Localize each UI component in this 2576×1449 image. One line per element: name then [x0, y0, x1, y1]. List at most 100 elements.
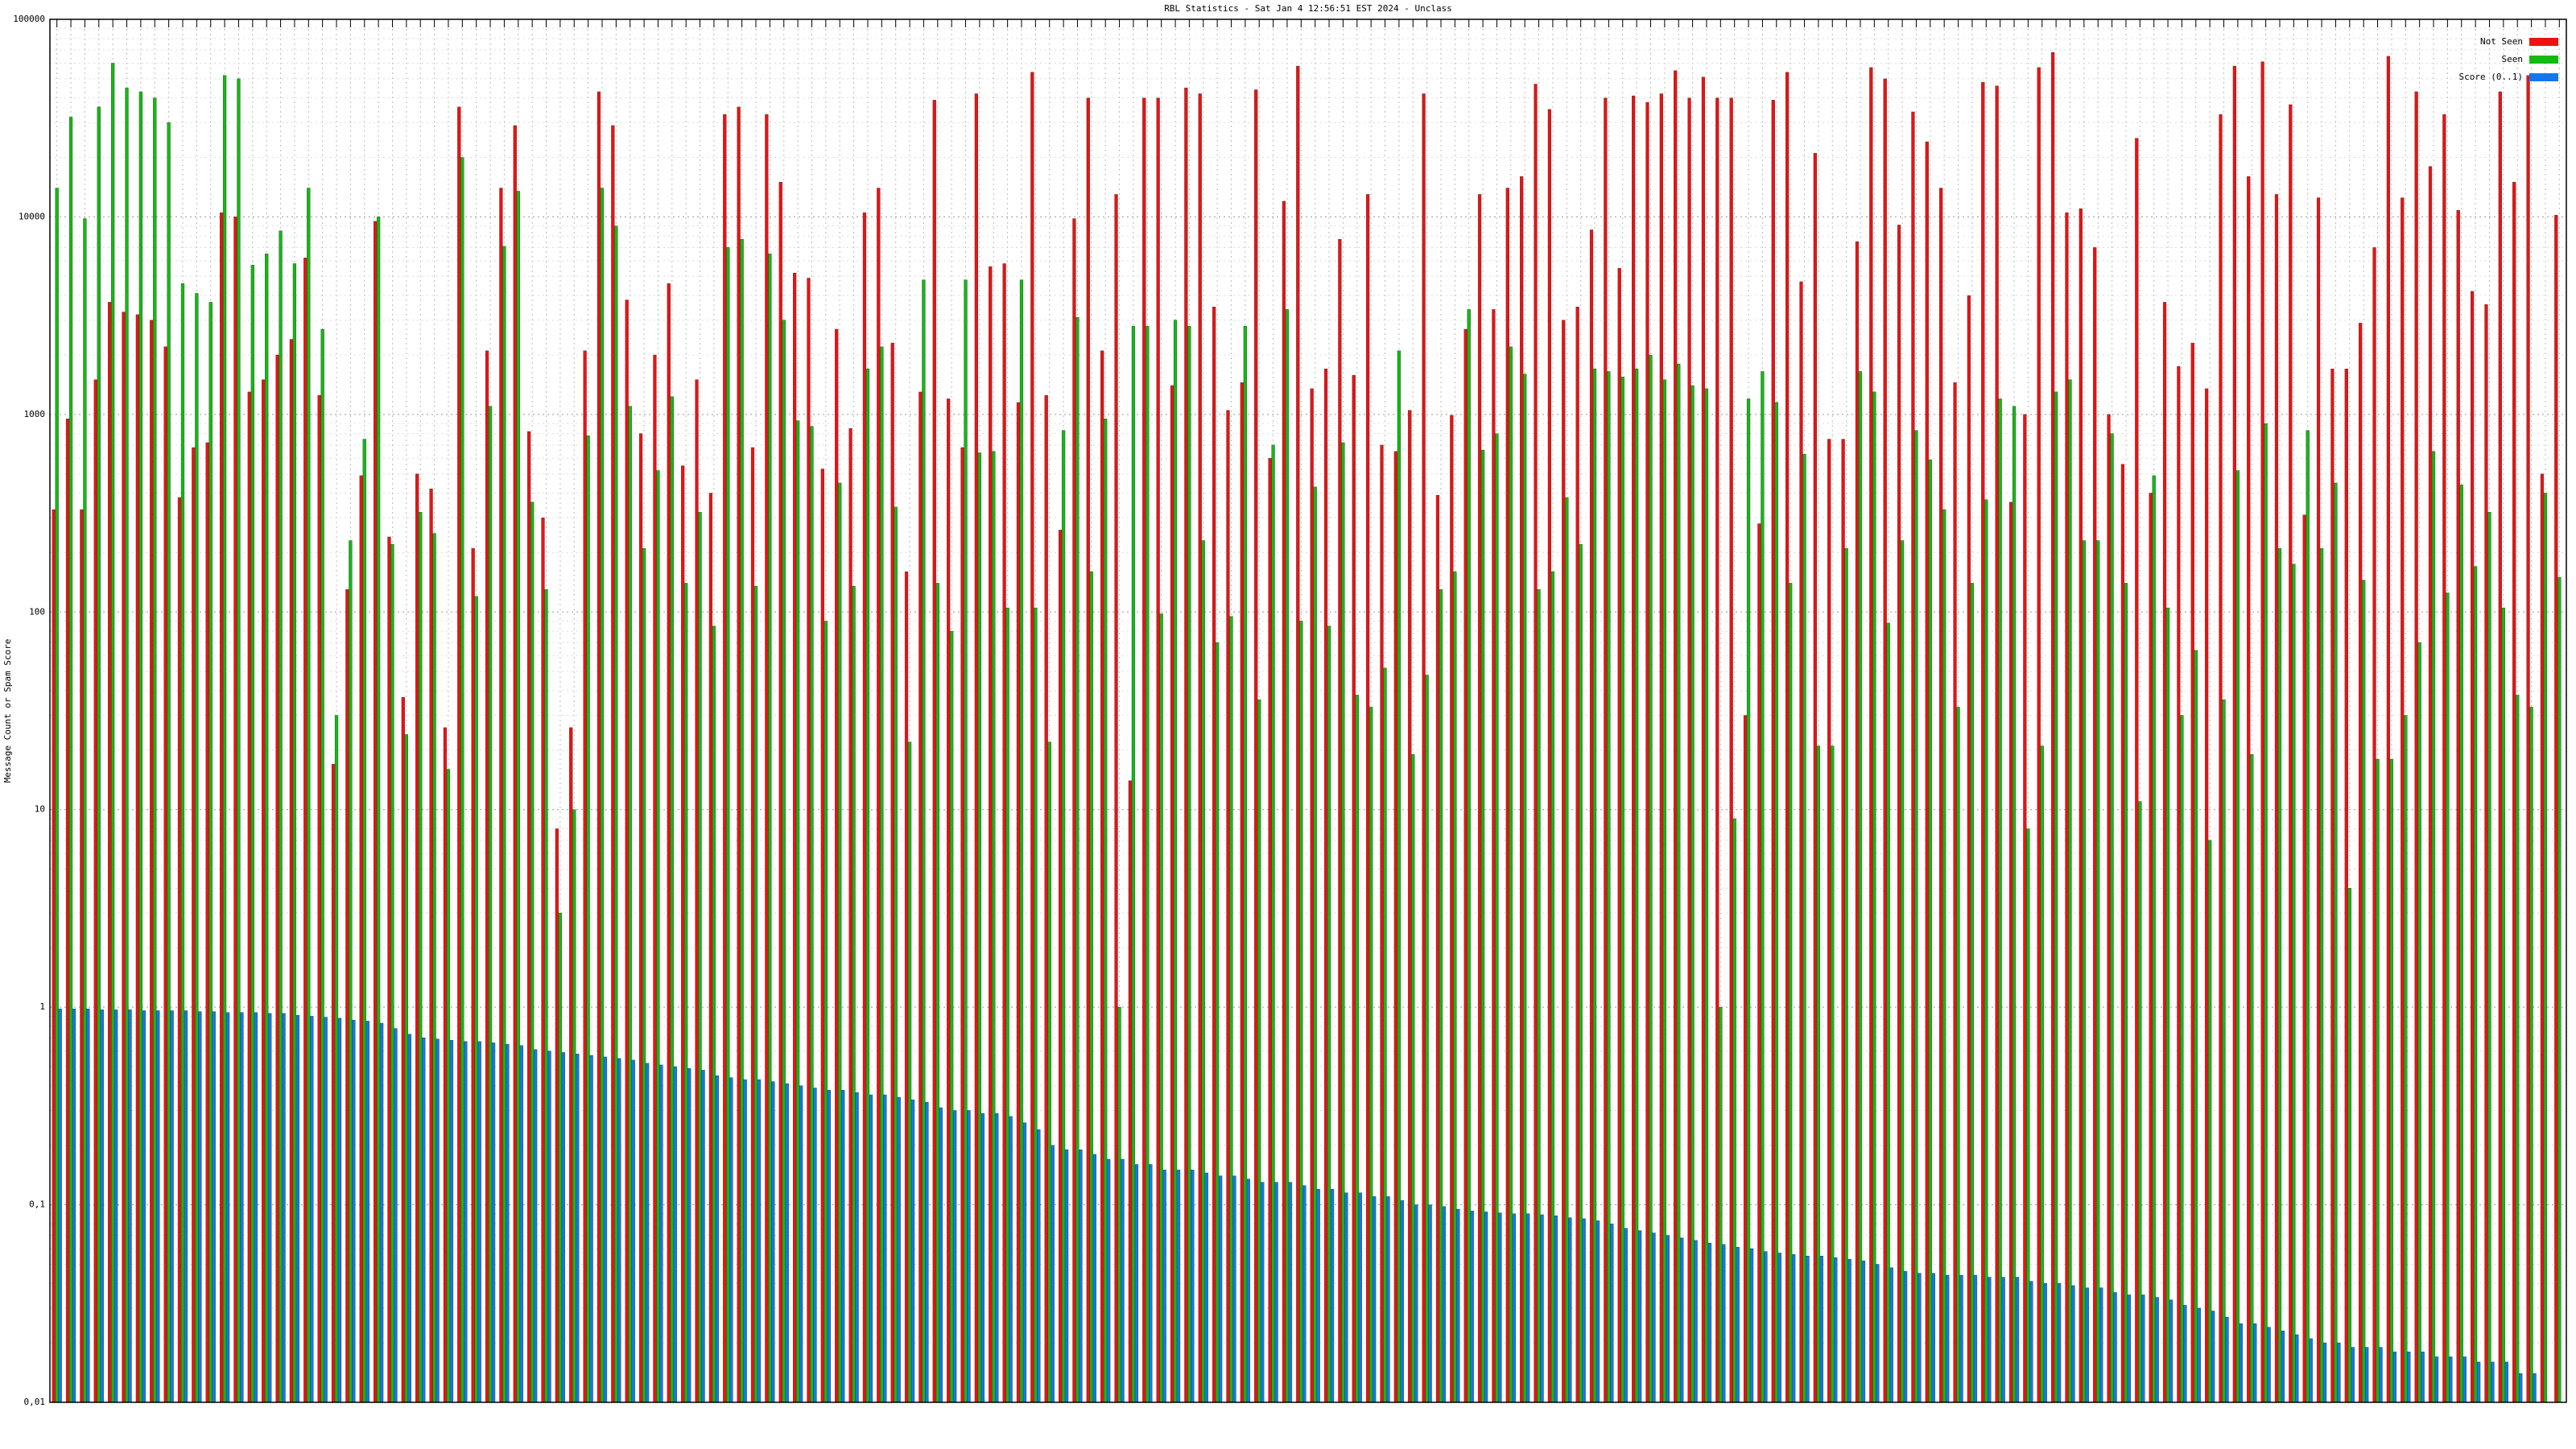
- bar: [1582, 1218, 1586, 1403]
- bar: [1911, 111, 1915, 1403]
- bar: [645, 1063, 650, 1403]
- bar: [1540, 1214, 1544, 1403]
- bar: [1425, 675, 1429, 1403]
- bar: [1819, 1256, 1824, 1403]
- bar: [93, 379, 97, 1403]
- legend-swatch: [2529, 73, 2558, 81]
- bar: [708, 493, 713, 1403]
- bar: [2365, 1347, 2369, 1403]
- bar: [275, 354, 279, 1403]
- bar: [753, 586, 758, 1403]
- bar: [841, 1090, 845, 1403]
- bar: [2235, 470, 2240, 1403]
- bar: [1498, 1212, 1502, 1403]
- bar: [1998, 398, 2002, 1403]
- bar: [2239, 1323, 2244, 1403]
- bar: [670, 396, 674, 1403]
- bar: [695, 379, 699, 1403]
- bar: [1134, 1164, 1139, 1403]
- bar: [625, 299, 629, 1403]
- bar: [377, 217, 381, 1403]
- bar: [1981, 82, 1985, 1403]
- bar: [387, 536, 391, 1403]
- bar: [835, 328, 839, 1403]
- bar: [2533, 1373, 2537, 1403]
- bar: [307, 188, 311, 1403]
- bar: [180, 283, 185, 1403]
- bar: [163, 346, 167, 1403]
- bar: [2306, 430, 2310, 1403]
- bar: [1107, 1158, 1111, 1403]
- bar: [1477, 194, 1482, 1403]
- bar: [1931, 1273, 1935, 1403]
- bar: [1568, 1217, 1572, 1403]
- bar: [2277, 548, 2282, 1403]
- bar: [212, 1011, 216, 1403]
- bar: [1187, 325, 1191, 1403]
- bar: [547, 1051, 551, 1403]
- bar: [1914, 430, 1918, 1403]
- bar: [2501, 607, 2505, 1403]
- bar: [247, 391, 251, 1403]
- bar: [268, 1013, 272, 1403]
- bar: [778, 182, 782, 1403]
- bar: [659, 1064, 663, 1403]
- bar: [429, 489, 433, 1403]
- bar: [334, 715, 339, 1403]
- bar: [1170, 385, 1174, 1403]
- bar: [967, 1110, 971, 1403]
- bar: [114, 1009, 118, 1403]
- bar: [1079, 1149, 1083, 1403]
- bar: [890, 342, 894, 1403]
- bar: [2456, 210, 2460, 1403]
- bar: [2082, 540, 2086, 1403]
- bar: [1701, 76, 1706, 1403]
- bar: [1212, 307, 1216, 1403]
- bar: [653, 354, 657, 1403]
- bar: [1674, 70, 1678, 1403]
- bar: [2225, 1316, 2229, 1403]
- bar: [380, 1022, 384, 1403]
- bar: [2149, 493, 2153, 1403]
- bar: [715, 1075, 720, 1403]
- bar: [2110, 433, 2114, 1403]
- bar: [2141, 1294, 2145, 1403]
- bar: [1953, 382, 1957, 1403]
- bar: [1858, 371, 1863, 1403]
- bar: [2127, 1294, 2132, 1403]
- bar: [1645, 101, 1649, 1403]
- bar: [555, 828, 559, 1403]
- bar: [2322, 1342, 2327, 1403]
- bar: [2295, 1334, 2299, 1403]
- bar: [1617, 267, 1621, 1403]
- bar: [2012, 406, 2017, 1403]
- bar: [586, 436, 590, 1403]
- bar: [2267, 1327, 2271, 1403]
- bar: [1704, 388, 1709, 1403]
- bar: [782, 320, 786, 1403]
- bar: [2309, 1338, 2313, 1403]
- bar: [1509, 346, 1513, 1403]
- bar: [2085, 1287, 2089, 1403]
- bar: [1114, 194, 1118, 1403]
- bar: [394, 1028, 398, 1403]
- bar: [919, 391, 923, 1403]
- bar: [1550, 571, 1555, 1403]
- bar: [1505, 188, 1509, 1403]
- bar: [611, 125, 615, 1403]
- bar: [1439, 589, 1443, 1403]
- bar: [443, 727, 448, 1403]
- bar: [477, 1041, 481, 1403]
- bar: [1086, 97, 1090, 1403]
- bar: [2247, 176, 2251, 1403]
- bar: [1400, 1200, 1405, 1403]
- bar: [2250, 754, 2254, 1403]
- bar: [1690, 385, 1695, 1403]
- bar: [324, 1017, 328, 1403]
- bar: [2180, 715, 2184, 1403]
- bar: [922, 279, 926, 1403]
- bar: [799, 1085, 803, 1403]
- bar: [1707, 1242, 1712, 1403]
- bar: [1344, 1192, 1348, 1403]
